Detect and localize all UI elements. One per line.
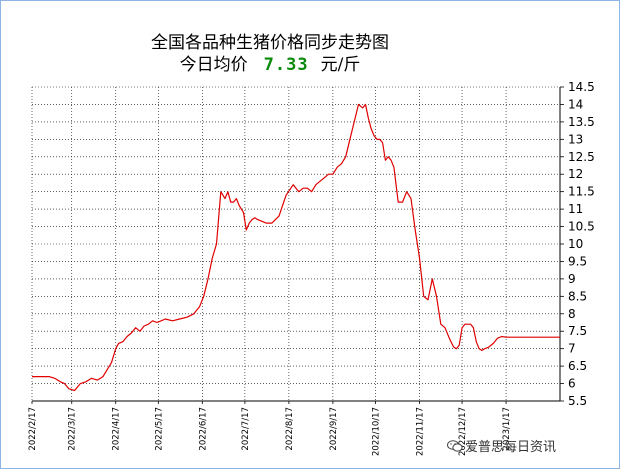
price-series-line xyxy=(32,103,560,392)
x-tick-label: 2022/6/17 xyxy=(198,407,208,451)
y-tick-label: 7.5 xyxy=(568,324,587,338)
y-tick-label: 12 xyxy=(568,167,583,181)
y-tick-label: 10.5 xyxy=(568,220,595,234)
average-price-line: 今日均价 7.33 元/斤 xyxy=(40,50,500,75)
y-tick-label: 7 xyxy=(568,342,576,356)
y-tick-label: 14.5 xyxy=(568,80,595,94)
y-tick-label: 8 xyxy=(568,307,576,321)
x-tick-label: 2022/12/17 xyxy=(458,407,468,456)
x-tick-label: 2022/2/17 xyxy=(28,407,38,451)
x-tick-label: 2022/9/17 xyxy=(329,407,339,451)
average-price-unit: 元/斤 xyxy=(320,55,361,75)
y-tick-label: 12.5 xyxy=(568,150,595,164)
y-tick-label: 9 xyxy=(568,272,576,286)
y-tick-label: 11 xyxy=(568,202,583,216)
y-tick-label: 14 xyxy=(568,97,583,111)
x-tick-label: 2022/11/17 xyxy=(415,407,425,456)
x-tick-label: 2022/5/17 xyxy=(154,407,164,451)
x-tick-label: 2022/8/17 xyxy=(285,407,295,451)
average-price-value: 7.33 xyxy=(263,55,309,75)
y-tick-label: 9.5 xyxy=(568,254,587,268)
y-tick-label: 5.5 xyxy=(568,394,587,408)
x-tick-label: 2022/7/17 xyxy=(241,407,251,451)
series-group xyxy=(32,103,560,392)
x-tick-label: 2022/3/17 xyxy=(68,407,78,451)
chart-title: 全国各品种生猪价格同步走势图 xyxy=(151,33,389,53)
y-tick-label: 6 xyxy=(568,377,576,391)
watermark: 爱普思每日资讯 xyxy=(447,436,556,455)
y-tick-label: 11.5 xyxy=(568,185,595,199)
x-tick-label: 2022/10/17 xyxy=(371,407,381,456)
y-tick-label: 13.5 xyxy=(568,115,595,129)
wechat-icon xyxy=(447,440,463,452)
y-tick-label: 8.5 xyxy=(568,289,587,303)
y-tick-label: 10 xyxy=(568,237,583,251)
y-tick-label: 13 xyxy=(568,132,583,146)
average-price-label: 今日均价 xyxy=(179,55,248,75)
watermark-text: 爱普思每日资讯 xyxy=(465,440,557,455)
x-tick-label: 2023/1/17 xyxy=(502,407,512,451)
x-tick-label: 2022/4/17 xyxy=(112,407,122,451)
grid-lines xyxy=(31,86,560,402)
y-tick-label: 6.5 xyxy=(568,359,587,373)
x-axis-ticks: 2022/2/17 2022/3/17 2022/4/17 2022/5/17 2022… xyxy=(28,401,512,456)
y-axis-ticks: 5.5 6 6.5 7 7.5 8 8.5 9 9.5 10 10.5 11 11.5 12 12.5 13 1… xyxy=(560,80,595,408)
